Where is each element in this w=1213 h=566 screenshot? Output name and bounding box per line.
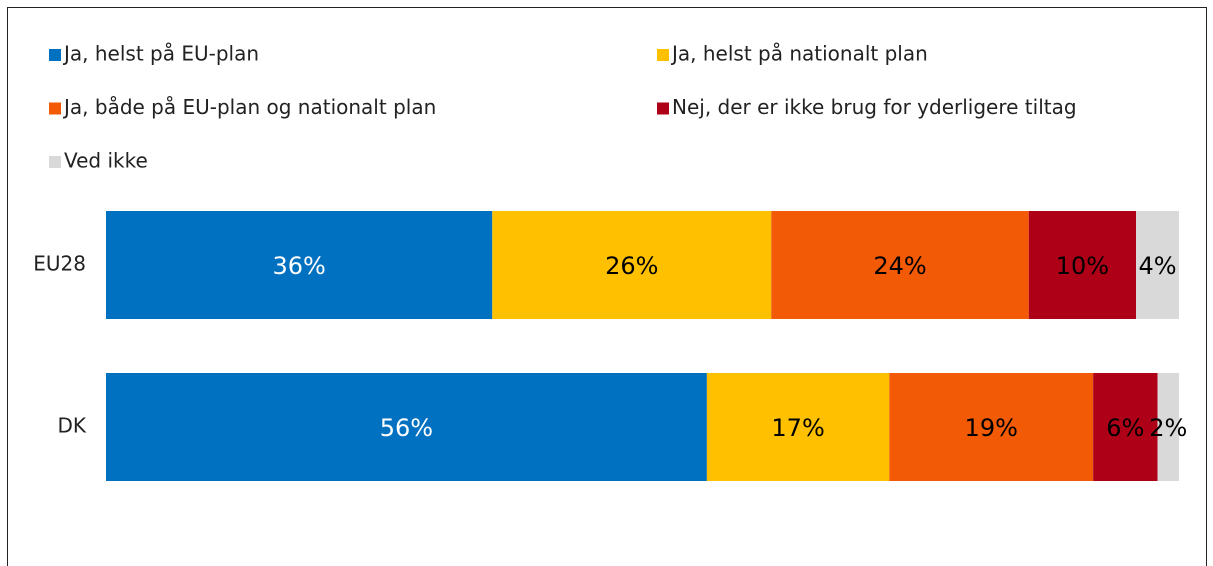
legend-swatch: [49, 156, 61, 168]
data-label: 24%: [873, 252, 926, 280]
legend-label: Ja, både på EU-plan og nationalt plan: [62, 95, 436, 119]
legend-swatch: [49, 102, 61, 115]
bar-segment: [889, 373, 1094, 481]
bar-segment: [106, 373, 707, 481]
legend-label: Ved ikke: [64, 149, 148, 173]
data-label: 4%: [1139, 252, 1177, 280]
bar-segment: [706, 373, 890, 481]
data-label: 56%: [380, 414, 433, 442]
data-label: 36%: [272, 252, 325, 280]
y-tick-label: EU28: [33, 252, 86, 276]
bar-segment: [106, 211, 493, 319]
bar-segment: [492, 211, 772, 319]
legend-label: Nej, der er ikke brug for yderligere til…: [672, 95, 1077, 119]
y-tick-label: DK: [57, 414, 86, 438]
data-label: 17%: [771, 414, 824, 442]
data-label: 2%: [1149, 414, 1187, 442]
legend-swatch: [657, 102, 669, 115]
chart-frame: [7, 7, 1207, 566]
bar-segment: [1093, 373, 1158, 481]
bar-segment: [1028, 211, 1137, 319]
bar-segment: [1157, 373, 1179, 481]
bar-segment: [1136, 211, 1179, 319]
legend-swatch: [49, 49, 61, 61]
data-label: 6%: [1106, 414, 1144, 442]
bar-segment: [771, 211, 1029, 319]
legend-swatch: [657, 49, 669, 61]
legend-label: Ja, helst på nationalt plan: [670, 42, 928, 66]
data-label: 26%: [605, 252, 658, 280]
data-label: 19%: [965, 414, 1018, 442]
legend-label: Ja, helst på EU-plan: [62, 42, 259, 66]
data-label: 10%: [1056, 252, 1109, 280]
